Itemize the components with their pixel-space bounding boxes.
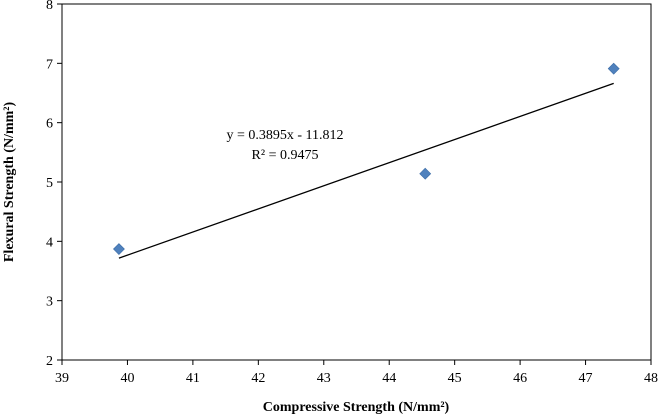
y-tick-label: 4 xyxy=(46,235,53,250)
x-axis-title: Compressive Strength (N/mm²) xyxy=(263,400,450,414)
trendline-equation: y = 0.3895x - 11.812 xyxy=(226,128,343,143)
axes xyxy=(57,3,652,365)
r-squared-label: R² = 0.9475 xyxy=(252,148,319,163)
trendline-layer xyxy=(118,82,614,259)
x-tick-label: 42 xyxy=(251,371,265,386)
y-tick-label: 8 xyxy=(46,0,53,13)
y-tick-label: 3 xyxy=(46,295,53,310)
y-tick-label: 5 xyxy=(46,176,53,191)
x-tick-label: 41 xyxy=(186,371,200,386)
x-tick-label: 46 xyxy=(513,371,527,386)
x-tick-label: 44 xyxy=(382,371,396,386)
data-point xyxy=(419,167,432,180)
x-tick-label: 45 xyxy=(448,371,462,386)
y-axis-title: Flexural Strength (N/mm²) xyxy=(2,102,17,263)
plot-area-frame xyxy=(61,3,652,361)
x-tick-label: 47 xyxy=(579,371,593,386)
x-tick-label: 48 xyxy=(644,371,658,386)
data-points xyxy=(113,62,620,255)
y-tick-label: 7 xyxy=(46,57,53,72)
data-point xyxy=(607,62,620,75)
data-point xyxy=(113,243,125,255)
y-tick-label: 6 xyxy=(46,117,53,132)
x-tick-label: 40 xyxy=(120,371,134,386)
y-tick-label: 2 xyxy=(46,354,53,369)
x-tick-label: 39 xyxy=(55,371,69,386)
linear-trendline xyxy=(118,82,614,259)
x-tick-label: 43 xyxy=(317,371,331,386)
